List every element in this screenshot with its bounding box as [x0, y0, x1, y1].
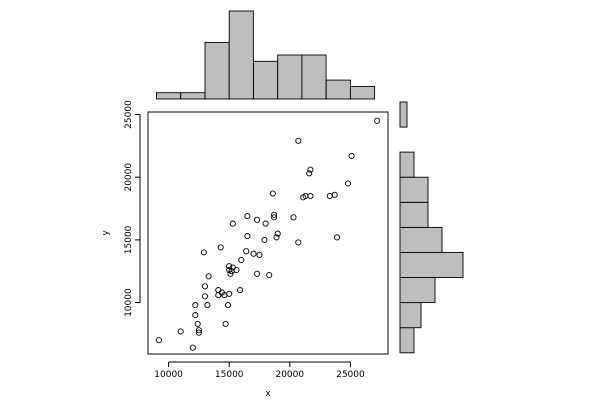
data-point	[215, 287, 222, 294]
data-point	[229, 220, 236, 227]
data-point	[307, 192, 314, 200]
y-tick-label: 20000	[124, 163, 134, 192]
x-axis-label: x	[265, 389, 271, 399]
data-point	[269, 190, 276, 197]
data-point	[295, 239, 302, 246]
data-point	[262, 220, 269, 227]
data-point	[271, 214, 278, 221]
y-histogram-bar	[399, 251, 464, 278]
data-point	[250, 250, 257, 257]
data-point	[331, 191, 338, 198]
data-point	[194, 320, 201, 327]
data-point	[222, 320, 229, 327]
y-axis: 10000 15000 20000 25000	[124, 100, 141, 317]
data-point	[261, 236, 268, 243]
data-point	[334, 234, 341, 241]
x-tick-label: 25000	[336, 370, 365, 380]
x-tick-label: 15000	[215, 370, 244, 380]
data-point	[192, 302, 199, 309]
plot-box	[147, 111, 389, 355]
data-point	[238, 256, 245, 264]
x-histogram	[156, 10, 376, 100]
x-histogram-bar	[180, 92, 206, 100]
x-histogram-bar	[253, 60, 279, 100]
data-point	[290, 214, 297, 221]
x-tick-label: 10000	[154, 370, 183, 380]
data-point	[215, 292, 222, 299]
data-point	[348, 152, 355, 159]
x-histogram-bar	[156, 92, 182, 100]
data-point	[189, 344, 196, 351]
y-axis-label: y	[101, 230, 111, 236]
data-point	[307, 166, 314, 173]
data-point	[226, 290, 233, 297]
data-point	[201, 283, 209, 290]
data-point	[201, 293, 209, 300]
data-point	[155, 337, 162, 344]
data-point	[273, 234, 280, 241]
data-point	[237, 287, 244, 294]
x-histogram-bar	[277, 54, 303, 100]
data-point	[177, 328, 184, 335]
data-point	[192, 312, 199, 319]
data-point	[200, 249, 207, 256]
data-point	[374, 117, 381, 124]
data-point	[254, 270, 261, 277]
y-histogram-bar	[399, 327, 415, 354]
x-tick-label: 20000	[275, 370, 304, 380]
data-point	[204, 302, 211, 309]
data-point	[233, 266, 240, 274]
y-histogram-bar	[399, 101, 408, 128]
data-point	[295, 137, 302, 144]
x-histogram-bar	[325, 79, 351, 100]
data-point	[344, 180, 352, 187]
data-point	[274, 230, 281, 237]
y-histogram-bar	[399, 176, 429, 203]
y-histogram-bar	[399, 226, 443, 253]
y-tick-label: 10000	[124, 288, 134, 317]
data-point	[205, 273, 212, 280]
data-point	[226, 263, 233, 270]
data-point	[256, 251, 263, 258]
data-point	[306, 170, 313, 177]
x-histogram-bar	[301, 54, 327, 100]
data-point	[243, 248, 250, 255]
x-histogram-bar	[228, 10, 254, 100]
data-point	[217, 244, 224, 251]
y-histogram-bar	[399, 302, 422, 329]
y-histogram-bar	[399, 201, 429, 228]
data-point	[195, 329, 202, 336]
scatter-points	[155, 117, 381, 351]
y-tick-label: 25000	[124, 100, 134, 129]
data-point	[254, 216, 261, 223]
data-point	[244, 213, 251, 220]
data-point	[195, 327, 202, 334]
x-histogram-bar	[204, 41, 230, 100]
x-histogram-bar	[349, 85, 376, 100]
y-tick-label: 15000	[124, 225, 134, 254]
x-axis: 10000 15000 20000 25000	[154, 361, 365, 380]
data-point	[224, 302, 232, 309]
data-point	[266, 271, 273, 279]
y-histogram-bar	[399, 277, 436, 304]
y-histogram-bar	[399, 151, 415, 178]
data-point	[271, 211, 278, 218]
data-point	[326, 192, 333, 200]
y-histogram	[399, 101, 464, 354]
data-point	[244, 233, 251, 240]
